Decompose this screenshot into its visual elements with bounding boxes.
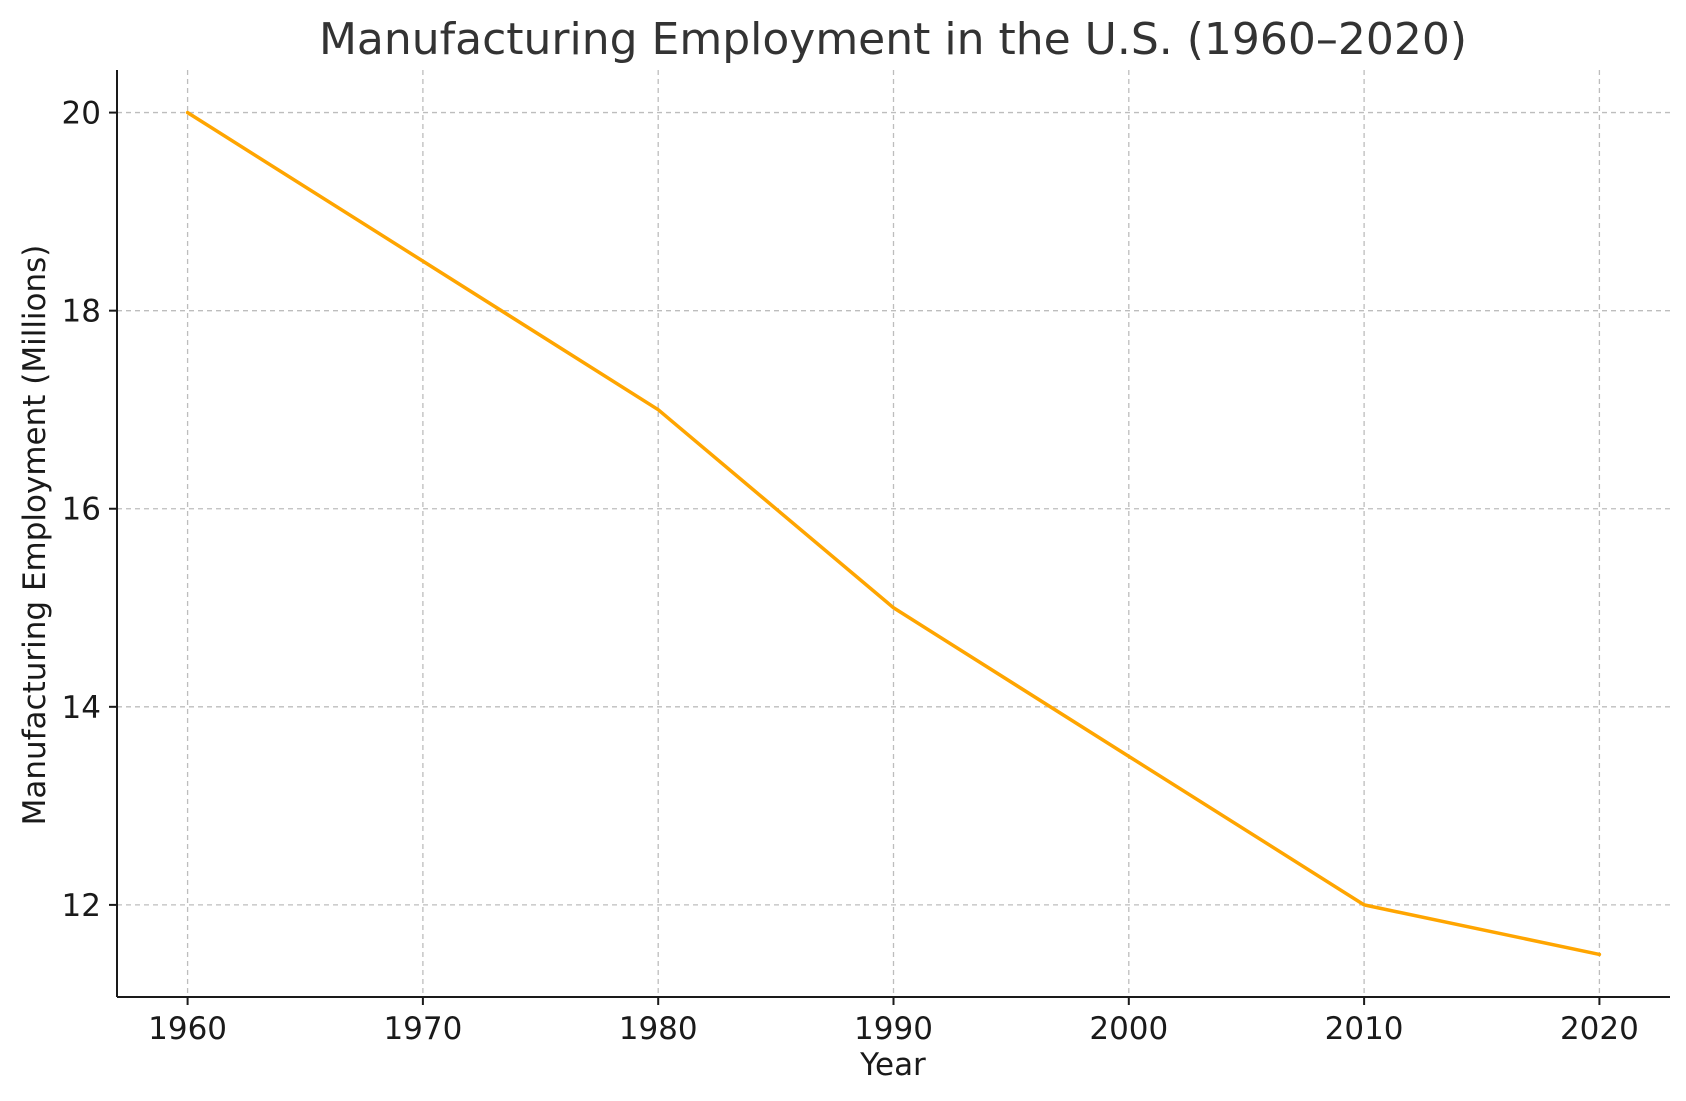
- series: [185, 110, 1602, 957]
- y-axis-ticks: 12 14 16 18 20: [62, 96, 117, 924]
- x-axis-label: Year: [859, 1047, 926, 1083]
- grid: [117, 70, 1670, 997]
- x-tick-label: 2020: [1560, 1011, 1639, 1047]
- x-tick-label: 1990: [854, 1011, 933, 1047]
- x-axis-ticks: 1960 1970 1980 1990 2000 2010 2020: [148, 997, 1639, 1047]
- y-tick-label: 14: [62, 690, 101, 726]
- chart-title: Manufacturing Employment in the U.S. (19…: [319, 14, 1467, 65]
- x-tick-label: 2010: [1325, 1011, 1404, 1047]
- x-tick-label: 1970: [383, 1011, 462, 1047]
- y-tick-label: 12: [62, 888, 101, 924]
- y-axis-label: Manufacturing Employment (Millions): [17, 245, 53, 826]
- x-tick-label: 1960: [148, 1011, 227, 1047]
- y-tick-label: 18: [62, 294, 101, 330]
- y-tick-label: 16: [62, 492, 101, 528]
- x-tick-label: 2000: [1089, 1011, 1168, 1047]
- y-tick-label: 20: [62, 96, 101, 132]
- x-tick-label: 1980: [619, 1011, 698, 1047]
